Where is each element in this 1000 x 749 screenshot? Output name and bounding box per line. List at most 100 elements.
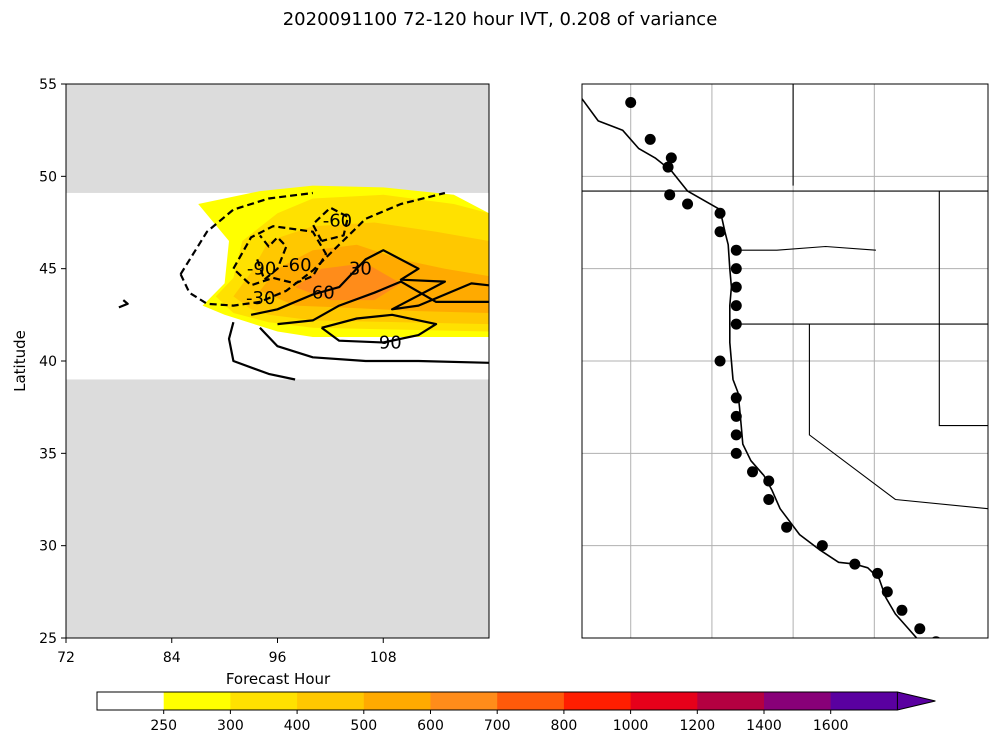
x-tick-label: 96 — [269, 650, 287, 666]
contour-line — [118, 299, 129, 309]
colorbar-segment — [97, 692, 165, 710]
station-marker — [747, 466, 759, 478]
y-tick-label: 25 — [39, 631, 57, 647]
figure-title: 2020091100 72-120 hour IVT, 0.208 of var… — [282, 9, 718, 30]
station-marker — [730, 447, 742, 459]
station-marker — [896, 604, 908, 616]
station-marker — [625, 96, 637, 108]
colorbar-segment — [630, 692, 698, 710]
contour-line — [256, 234, 288, 281]
contour-panel: -60 -90 -60 -30 30 60 90 72 84 96 108 25 30 35 40 45 5… — [11, 77, 490, 688]
station-marker — [730, 392, 742, 404]
colorbar-tick-label: 300 — [217, 718, 244, 734]
contour-label: -90 — [247, 259, 276, 280]
colorbar-segment — [497, 692, 565, 710]
contour-label: -60 — [282, 255, 311, 276]
contour-line — [232, 225, 328, 287]
colorbar-tick-label: 1600 — [813, 718, 849, 734]
y-tick-label: 40 — [39, 354, 57, 370]
contour-line — [259, 327, 489, 364]
station-marker — [730, 300, 742, 312]
colorbar-segment — [830, 692, 898, 710]
y-tick-label: 55 — [39, 77, 57, 93]
coastline — [582, 98, 918, 638]
station-marker — [781, 521, 793, 533]
colorbar-segment — [297, 692, 365, 710]
map-panel-frame — [581, 83, 989, 639]
masked-region — [66, 84, 489, 193]
station-marker — [714, 355, 726, 367]
colorbar-tick-label: 1000 — [613, 718, 649, 734]
contour-label: -30 — [246, 288, 275, 309]
x-tick-label: 84 — [163, 650, 181, 666]
y-tick-label: 45 — [39, 262, 57, 278]
colorbar-tick-label: 1200 — [679, 718, 715, 734]
y-tick-label: 30 — [39, 539, 57, 555]
colorbar-segment — [563, 692, 632, 710]
contour-line — [227, 321, 296, 381]
colorbar-tick-label: 600 — [417, 718, 444, 734]
colorbar-segment — [430, 692, 498, 710]
colorbar-tick-label: 800 — [551, 718, 578, 734]
station-marker — [849, 558, 861, 570]
border-line — [938, 324, 988, 427]
station-marker — [664, 189, 676, 201]
station-marker — [914, 623, 926, 635]
colorbar-tick-label: 1400 — [746, 718, 782, 734]
station-marker — [881, 586, 893, 598]
colorbar-segment — [697, 692, 765, 710]
station-marker — [730, 244, 742, 256]
station-marker — [730, 281, 742, 293]
station-marker — [730, 263, 742, 275]
station-marker — [872, 567, 884, 579]
station-marker — [714, 207, 726, 219]
contour-line — [179, 191, 313, 275]
contour-label: -60 — [323, 211, 352, 232]
y-axis-label: Latitude — [11, 330, 29, 392]
station-marker — [714, 226, 726, 238]
colorbar-tick-label: 500 — [350, 718, 377, 734]
station-marker — [644, 133, 656, 145]
border-line — [736, 245, 876, 251]
y-tick-label: 50 — [39, 169, 57, 185]
station-marker — [937, 642, 948, 653]
x-tick-label: 108 — [370, 650, 397, 666]
contour-line — [179, 191, 446, 307]
colorbar-segment — [363, 692, 431, 710]
station-marker — [978, 688, 989, 699]
station-marker — [730, 318, 742, 330]
station-marker — [974, 679, 985, 690]
contour-label: 30 — [349, 259, 372, 280]
contour-line — [311, 206, 350, 243]
contour-line — [320, 313, 438, 344]
station-marker — [816, 540, 828, 552]
colorbar-tick-label: 250 — [150, 718, 177, 734]
station-marker — [730, 429, 742, 441]
colorbar: 250 300 400 500 600 700 800 1000 1200 1400 1600 — [96, 691, 936, 734]
station-marker — [682, 198, 694, 210]
masked-region — [66, 379, 489, 638]
colorbar-segment — [163, 692, 231, 710]
station-marker — [665, 152, 677, 164]
contour-line — [277, 280, 489, 326]
map-panel — [581, 83, 989, 699]
station-marker — [662, 161, 674, 173]
colorbar-segment — [230, 692, 298, 710]
ivt-fill-700 — [295, 263, 401, 301]
colorbar-tick-label: 400 — [284, 718, 311, 734]
colorbar-segment — [764, 692, 832, 710]
x-tick-label: 72 — [57, 650, 75, 666]
contour-label: 90 — [379, 333, 402, 354]
station-marker — [953, 660, 964, 671]
colorbar-tick-label: 700 — [484, 718, 511, 734]
border-line — [808, 324, 988, 510]
colorbar-extend-arrow — [896, 691, 936, 711]
station-marker — [730, 410, 742, 422]
y-tick-label: 35 — [39, 446, 57, 462]
contour-label: 60 — [312, 283, 335, 304]
contour-line — [250, 249, 489, 316]
station-marker — [763, 475, 775, 487]
x-axis-label: Forecast Hour — [226, 670, 331, 688]
station-marker — [763, 494, 775, 505]
